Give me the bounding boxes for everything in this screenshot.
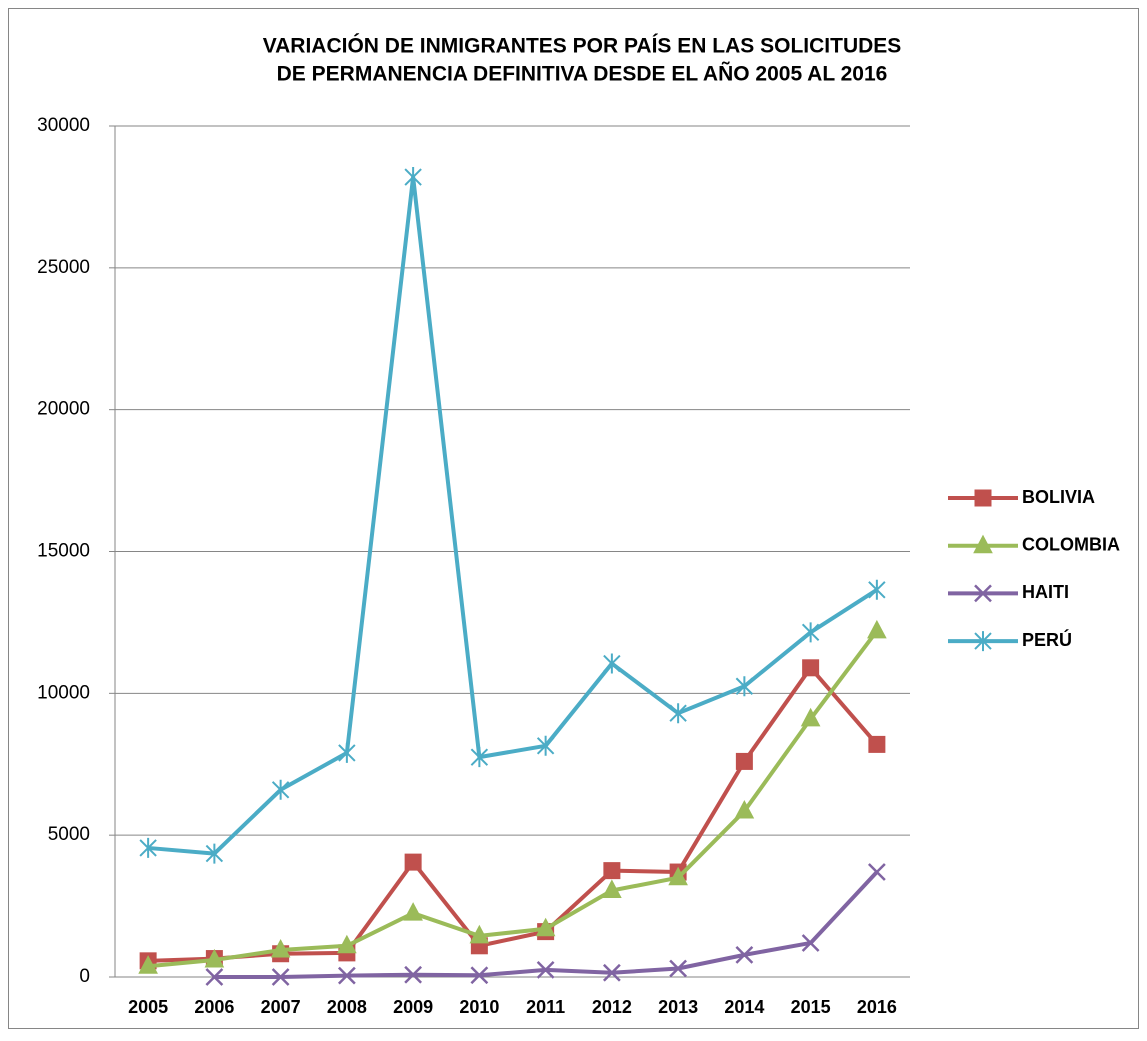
data-point <box>270 938 291 958</box>
data-point <box>338 742 356 763</box>
data-point <box>668 866 688 886</box>
x-tick-label: 2011 <box>526 997 565 1017</box>
x-tick-label: 2006 <box>194 997 234 1017</box>
x-tick-label: 2013 <box>658 997 698 1017</box>
data-point <box>404 965 423 984</box>
data-point <box>536 961 555 979</box>
data-point <box>205 968 224 986</box>
data-point <box>404 853 422 871</box>
y-tick-label: 25000 <box>37 257 90 278</box>
legend-marker <box>973 534 993 554</box>
x-tick-label: 2015 <box>791 997 831 1017</box>
data-point <box>602 963 621 982</box>
data-point <box>535 917 556 937</box>
data-point <box>403 902 423 921</box>
x-tick-label: 2010 <box>459 997 499 1017</box>
y-tick-label: 5000 <box>48 824 90 845</box>
data-point <box>205 843 224 864</box>
chart-title: VARIACIÓN DE INMIGRANTES POR PAÍS EN LAS… <box>263 34 902 58</box>
legend-label: HAITI <box>1022 582 1069 602</box>
x-tick-label: 2009 <box>393 997 433 1017</box>
y-tick-label: 10000 <box>37 682 90 703</box>
data-point <box>802 659 820 677</box>
data-point <box>735 945 754 964</box>
x-tick-label: 2005 <box>128 997 168 1017</box>
data-point <box>735 752 753 770</box>
x-tick-label: 2007 <box>261 997 301 1017</box>
y-tick-label: 30000 <box>37 115 90 136</box>
data-point <box>735 676 754 697</box>
legend-label: COLOMBIA <box>1022 534 1120 554</box>
x-tick-label: 2014 <box>724 997 764 1017</box>
data-point <box>868 735 886 753</box>
x-tick-label: 2012 <box>592 997 632 1017</box>
data-point <box>138 955 158 974</box>
data-point <box>337 934 357 954</box>
data-point <box>801 934 820 952</box>
data-point <box>800 707 821 727</box>
chart-title: DE PERMANENCIA DEFINITIVA DESDE EL AÑO 2… <box>277 63 888 86</box>
data-point <box>271 968 290 986</box>
data-point <box>734 799 755 819</box>
data-point <box>867 863 886 881</box>
legend-marker <box>974 584 992 603</box>
x-tick-label: 2008 <box>327 997 367 1017</box>
x-tick-label: 2016 <box>857 997 897 1017</box>
legend-marker <box>974 631 992 652</box>
series-line <box>147 629 879 969</box>
data-point <box>139 837 157 858</box>
data-point <box>602 879 622 898</box>
data-point <box>404 167 422 188</box>
y-tick-label: 0 <box>79 966 90 987</box>
y-tick-label: 20000 <box>37 399 90 420</box>
legend-label: PERÚ <box>1022 629 1072 650</box>
data-point <box>603 862 621 880</box>
legend-label: BOLIVIA <box>1022 487 1095 507</box>
data-point <box>801 622 820 643</box>
series-line <box>147 175 878 856</box>
chart-border <box>8 8 1139 1029</box>
data-point <box>271 779 290 800</box>
data-point <box>536 735 555 756</box>
y-tick-label: 15000 <box>37 541 90 562</box>
series-line <box>148 665 879 963</box>
legend-marker <box>974 489 992 507</box>
data-point <box>669 959 688 978</box>
data-point <box>469 924 490 944</box>
data-point <box>669 703 687 724</box>
data-point <box>868 579 886 600</box>
data-point <box>204 948 225 968</box>
data-point <box>603 653 621 674</box>
data-point <box>337 966 356 985</box>
data-point <box>470 747 489 768</box>
data-point <box>867 619 887 639</box>
data-point <box>470 966 489 985</box>
